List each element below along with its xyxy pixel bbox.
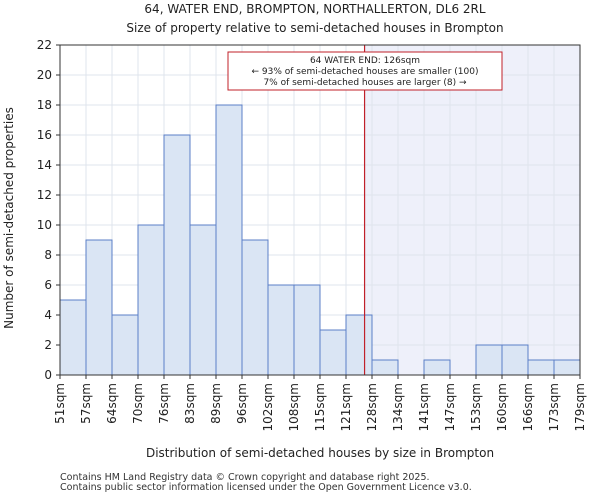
x-tick-label: 121sqm xyxy=(339,383,353,431)
bar-51sqm xyxy=(59,299,87,376)
x-tick-label: 89sqm xyxy=(209,383,223,424)
x-tick-label: 83sqm xyxy=(183,383,197,424)
x-tick-label: 64sqm xyxy=(105,383,119,424)
x-tick-label: 160sqm xyxy=(495,383,509,431)
y-tick-labels: 0 2 4 6 8 10 12 14 16 18 20 22 xyxy=(37,38,60,382)
bar-70sqm xyxy=(137,224,165,376)
bars xyxy=(59,104,581,376)
annotation-line-3: 7% of semi-detached houses are larger (8… xyxy=(263,78,467,88)
x-tick-label: 96sqm xyxy=(235,383,249,424)
bar-173sqm xyxy=(553,359,581,376)
y-axis-label: Number of semi-detached properties xyxy=(2,107,16,329)
y-tick-label: 18 xyxy=(37,98,52,112)
bar-83sqm xyxy=(189,224,217,376)
x-tick-label: 173sqm xyxy=(547,383,561,431)
bar-121sqm xyxy=(345,314,373,376)
y-tick-label: 16 xyxy=(37,128,52,142)
x-tick-label: 147sqm xyxy=(443,383,457,431)
y-tick-label: 12 xyxy=(37,188,52,202)
x-axis-label: Distribution of semi-detached houses by … xyxy=(146,446,494,460)
bar-160sqm xyxy=(501,344,529,376)
y-tick-label: 8 xyxy=(44,248,52,262)
footer-line-2: Contains public sector information licen… xyxy=(60,482,472,493)
bar-115sqm xyxy=(319,329,347,376)
y-tick-label: 14 xyxy=(37,158,52,172)
bar-128sqm xyxy=(371,359,399,376)
x-tick-label: 76sqm xyxy=(157,383,171,424)
annotation-line-1: 64 WATER END: 126sqm xyxy=(310,56,420,66)
bar-57sqm xyxy=(85,239,113,376)
y-tick-label: 2 xyxy=(44,338,52,352)
x-tick-label: 57sqm xyxy=(79,383,93,424)
bar-141sqm xyxy=(423,359,451,376)
annotation-line-2: ← 93% of semi-detached houses are smalle… xyxy=(252,67,479,77)
x-tick-label: 134sqm xyxy=(391,383,405,431)
highlight-region-group xyxy=(364,45,580,375)
x-tick-labels: 51sqm 57sqm 64sqm 70sqm 76sqm 83sqm 89sqm 96sqm… xyxy=(53,375,587,431)
bar-76sqm xyxy=(163,134,191,376)
x-tick-label: 108sqm xyxy=(287,383,301,431)
x-tick-label: 115sqm xyxy=(313,383,327,431)
x-tick-label: 141sqm xyxy=(417,383,431,431)
y-tick-label: 0 xyxy=(44,368,52,382)
bar-166sqm xyxy=(527,359,555,376)
chart-title: 64, WATER END, BROMPTON, NORTHALLERTON, … xyxy=(144,2,485,16)
bar-64sqm xyxy=(111,314,139,376)
bar-102sqm xyxy=(267,284,295,376)
highlight-region xyxy=(364,45,580,375)
y-tick-label: 4 xyxy=(44,308,52,322)
x-tick-label: 128sqm xyxy=(365,383,379,431)
y-tick-label: 22 xyxy=(37,38,52,52)
footer-line-1: Contains HM Land Registry data © Crown c… xyxy=(60,472,430,483)
annotation-box: 64 WATER END: 126sqm ← 93% of semi-detac… xyxy=(227,51,503,91)
bar-108sqm xyxy=(293,284,321,376)
bar-96sqm xyxy=(241,239,269,376)
chart-subtitle: Size of property relative to semi-detach… xyxy=(126,21,503,35)
x-tick-label: 70sqm xyxy=(131,383,145,424)
y-tick-label: 6 xyxy=(44,278,52,292)
bar-89sqm xyxy=(215,104,243,376)
y-tick-label: 20 xyxy=(37,68,52,82)
x-tick-label: 179sqm xyxy=(573,383,587,431)
x-tick-label: 166sqm xyxy=(521,383,535,431)
x-tick-label: 51sqm xyxy=(53,383,67,424)
x-tick-label: 102sqm xyxy=(261,383,275,431)
y-tick-label: 10 xyxy=(37,218,52,232)
x-tick-label: 153sqm xyxy=(469,383,483,431)
bar-153sqm xyxy=(475,344,503,376)
